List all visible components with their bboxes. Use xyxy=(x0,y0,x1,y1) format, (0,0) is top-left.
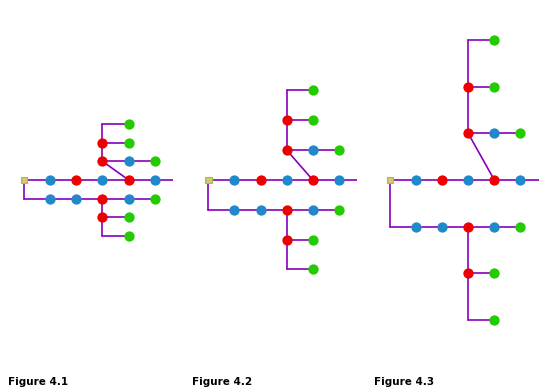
Point xyxy=(464,223,472,230)
Point xyxy=(124,158,133,165)
Point xyxy=(438,177,447,183)
Point xyxy=(490,223,499,230)
Point xyxy=(230,207,239,213)
Text: Figure 4.2: Figure 4.2 xyxy=(192,377,252,387)
Point xyxy=(98,140,107,146)
Point xyxy=(516,177,525,183)
Point xyxy=(309,266,317,272)
Bar xyxy=(205,177,212,183)
Point xyxy=(124,121,133,127)
Point xyxy=(490,317,499,323)
Point xyxy=(46,195,54,202)
Point xyxy=(464,270,472,276)
Point xyxy=(72,177,81,183)
Point xyxy=(309,117,317,123)
Point xyxy=(282,207,291,213)
Point xyxy=(124,214,133,220)
Bar xyxy=(387,177,393,183)
Point xyxy=(309,207,317,213)
Point xyxy=(177,177,185,183)
Point xyxy=(334,177,343,183)
Point xyxy=(516,130,525,137)
Point xyxy=(411,177,420,183)
Point xyxy=(490,270,499,276)
Point xyxy=(334,207,343,213)
Point xyxy=(150,158,159,165)
Point xyxy=(411,223,420,230)
Point xyxy=(150,177,159,183)
Point xyxy=(464,84,472,90)
Text: Figure 4.3: Figure 4.3 xyxy=(374,377,434,387)
Point xyxy=(98,158,107,165)
Point xyxy=(309,147,317,153)
Point xyxy=(490,84,499,90)
Point xyxy=(98,177,107,183)
Point xyxy=(516,223,525,230)
Point xyxy=(46,177,54,183)
Point xyxy=(282,177,291,183)
Point xyxy=(542,177,550,183)
Point xyxy=(98,195,107,202)
Point xyxy=(464,177,472,183)
Point xyxy=(230,177,239,183)
Point xyxy=(256,207,265,213)
Point xyxy=(490,177,499,183)
Point xyxy=(282,147,291,153)
Point xyxy=(98,214,107,220)
Point xyxy=(309,177,317,183)
Point xyxy=(309,88,317,94)
Point xyxy=(72,195,81,202)
Point xyxy=(124,233,133,239)
Point xyxy=(124,195,133,202)
Text: Figure 4.1: Figure 4.1 xyxy=(8,377,68,387)
Point xyxy=(124,177,133,183)
Point xyxy=(282,237,291,243)
Point xyxy=(124,140,133,146)
Bar xyxy=(21,177,28,183)
Point xyxy=(256,177,265,183)
Point xyxy=(309,237,317,243)
Point xyxy=(438,223,447,230)
Point xyxy=(490,37,499,43)
Point xyxy=(282,117,291,123)
Point xyxy=(361,177,370,183)
Point xyxy=(150,195,159,202)
Point xyxy=(334,147,343,153)
Point xyxy=(490,130,499,137)
Point xyxy=(464,130,472,137)
